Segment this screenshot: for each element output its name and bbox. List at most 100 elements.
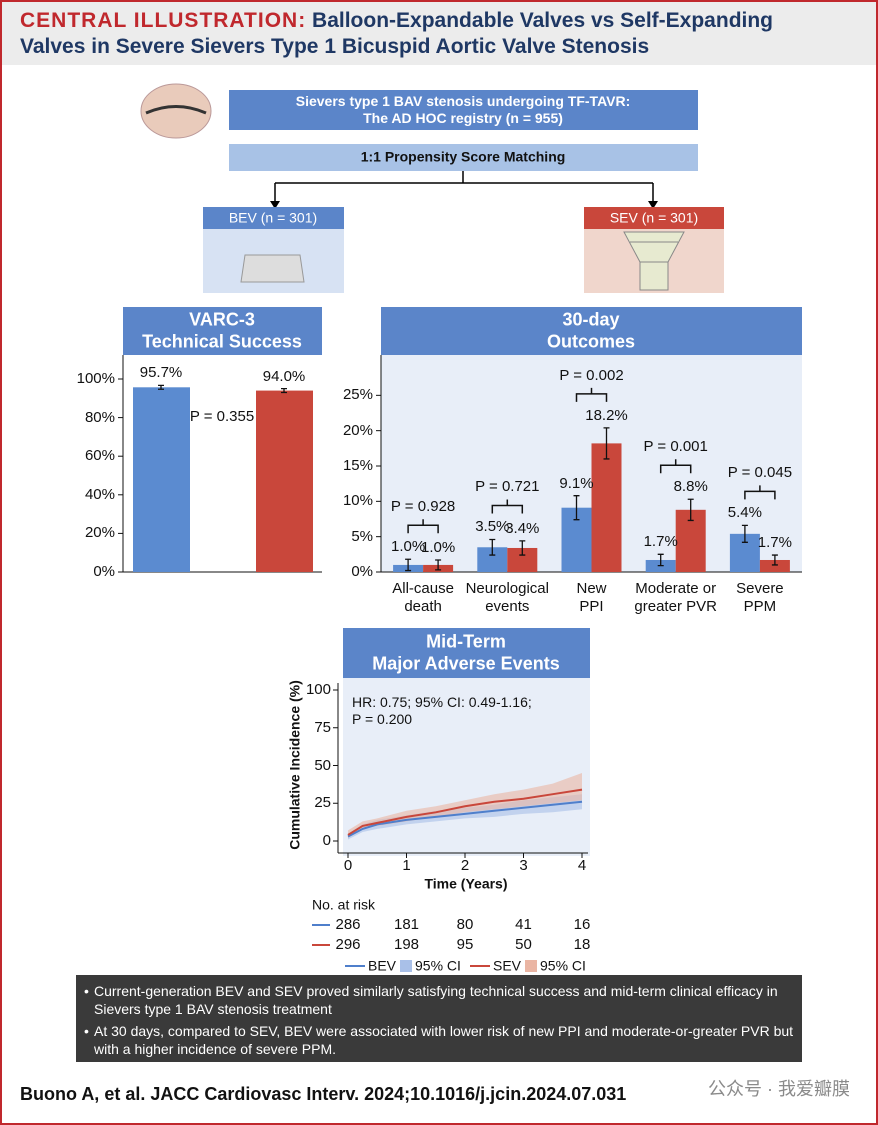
error-bar xyxy=(405,558,412,572)
risk-title: No. at risk xyxy=(312,896,376,913)
error-bar xyxy=(603,427,610,460)
bev-valve xyxy=(240,254,305,283)
error-bar xyxy=(158,384,164,390)
value-label: 94.0% xyxy=(262,367,306,385)
y-tick-label: 0 xyxy=(322,832,331,849)
note: At 30 days, compared to SEV, BEV were as… xyxy=(84,1023,806,1058)
header: CENTRAL ILLUSTRATION: Balloon-Expandable… xyxy=(20,8,773,60)
significance-bracket xyxy=(491,499,524,514)
sev-valve xyxy=(623,231,685,291)
x-tick-label: 2 xyxy=(460,857,470,874)
y-axis-label: Cumulative Incidence (%) xyxy=(286,680,303,850)
at-risk-count: 181 xyxy=(393,916,420,933)
chart1-title-bg xyxy=(123,307,322,355)
p-value: P = 0.355 xyxy=(189,408,255,425)
error-bar xyxy=(281,388,287,394)
y-tick-label: 25 xyxy=(314,794,331,812)
sev-arm: SEV (n = 301) xyxy=(609,209,699,226)
at-risk-count: 50 xyxy=(515,936,532,953)
at-risk-count: 80 xyxy=(456,916,474,933)
flow-lines xyxy=(274,171,654,203)
at-risk-count: 41 xyxy=(515,916,532,933)
x-tick-label: Neurological events xyxy=(465,580,549,615)
population-text: Sievers type 1 BAV stenosis undergoing T… xyxy=(295,93,631,126)
bar xyxy=(133,387,190,572)
matching-box xyxy=(229,144,698,171)
x-tick-label: 3 xyxy=(519,857,528,874)
sev-header xyxy=(584,207,724,229)
y-tick-label: 20% xyxy=(342,421,373,439)
bar xyxy=(591,443,622,572)
x-tick-label: New PPI xyxy=(576,580,607,615)
error-bar xyxy=(657,553,664,567)
y-tick-label: 60% xyxy=(84,447,115,465)
error-bar xyxy=(573,495,580,521)
value-label: 1.0% xyxy=(420,538,456,556)
valve-icon xyxy=(140,83,212,139)
annotation: HR: 0.75; 95% CI: 0.49-1.16; P = 0.200 xyxy=(352,694,532,727)
at-risk-count: 95 xyxy=(456,936,474,953)
chart3-title-bg xyxy=(343,628,590,678)
value-label: 1.0% xyxy=(390,538,426,556)
value-label: 1.7% xyxy=(757,534,792,552)
p-value: P = 0.045 xyxy=(727,464,793,482)
p-value: P = 0.721 xyxy=(475,478,540,496)
at-risk-count: 286 xyxy=(335,916,361,933)
y-tick-label: 75 xyxy=(314,718,331,736)
value-label: 3.5% xyxy=(475,518,510,536)
x-axis-label: Time (Years) xyxy=(424,875,508,892)
chart-title: 30-day Outcomes xyxy=(546,309,636,351)
significance-bracket xyxy=(744,485,776,500)
legend-swatch xyxy=(525,960,537,972)
error-bar xyxy=(771,554,778,566)
value-label: 9.1% xyxy=(559,474,594,492)
legend-label: BEV xyxy=(368,957,397,974)
error-bar xyxy=(435,559,442,571)
note: Current-generation BEV and SEV proved si… xyxy=(84,983,806,1018)
citation: Buono A, et al. JACC Cardiovasc Interv. … xyxy=(20,1084,627,1105)
header-bg xyxy=(2,2,876,65)
valve-icon-line xyxy=(145,105,207,115)
y-tick-label: 15% xyxy=(342,457,373,474)
header-title: Balloon-Expandable Valves vs Self-Expand… xyxy=(20,9,774,58)
error-bar xyxy=(489,538,496,556)
x-tick-label: 1 xyxy=(402,857,411,874)
legend-label: 95% CI xyxy=(540,957,586,974)
header-kicker: CENTRAL ILLUSTRATION: xyxy=(20,9,307,32)
y-tick-label: 0% xyxy=(93,563,115,580)
chart-title: Mid-Term Major Adverse Events xyxy=(372,631,560,673)
at-risk-count: 198 xyxy=(393,936,420,953)
population-box xyxy=(229,90,698,130)
at-risk-count: 16 xyxy=(573,916,591,933)
value-label: 8.8% xyxy=(673,478,708,496)
legend-label: SEV xyxy=(493,957,522,974)
chart2-title-bg xyxy=(381,307,802,355)
y-tick-label: 20% xyxy=(84,524,115,542)
y-tick-label: 40% xyxy=(84,485,115,503)
line xyxy=(347,800,583,838)
error-bar xyxy=(687,498,694,522)
chart-title: VARC-3 Technical Success xyxy=(142,309,302,351)
x-tick-label: 4 xyxy=(577,857,587,874)
significance-bracket xyxy=(407,519,439,534)
x-tick-label: 0 xyxy=(343,857,353,874)
x-tick-label: Moderate or greater PVR xyxy=(634,580,717,615)
y-tick-label: 100 xyxy=(305,681,331,698)
y-tick-label: 0% xyxy=(351,563,373,580)
significance-bracket xyxy=(659,459,692,474)
error-bar xyxy=(741,524,748,543)
y-tick-label: 25% xyxy=(342,386,373,404)
bar xyxy=(759,559,790,572)
matching-text: 1:1 Propensity Score Matching xyxy=(360,148,566,165)
y-tick-label: 100% xyxy=(76,370,115,387)
bev-header xyxy=(203,207,344,229)
error-bar xyxy=(519,540,526,556)
value-label: 95.7% xyxy=(139,364,183,382)
value-label: 5.4% xyxy=(727,504,762,522)
bev-arm: BEV (n = 301) xyxy=(228,209,318,226)
p-value: P = 0.928 xyxy=(390,498,456,516)
y-tick-label: 50 xyxy=(314,756,331,774)
value-label: 3.4% xyxy=(505,519,540,537)
p-value: P = 0.001 xyxy=(643,438,708,456)
